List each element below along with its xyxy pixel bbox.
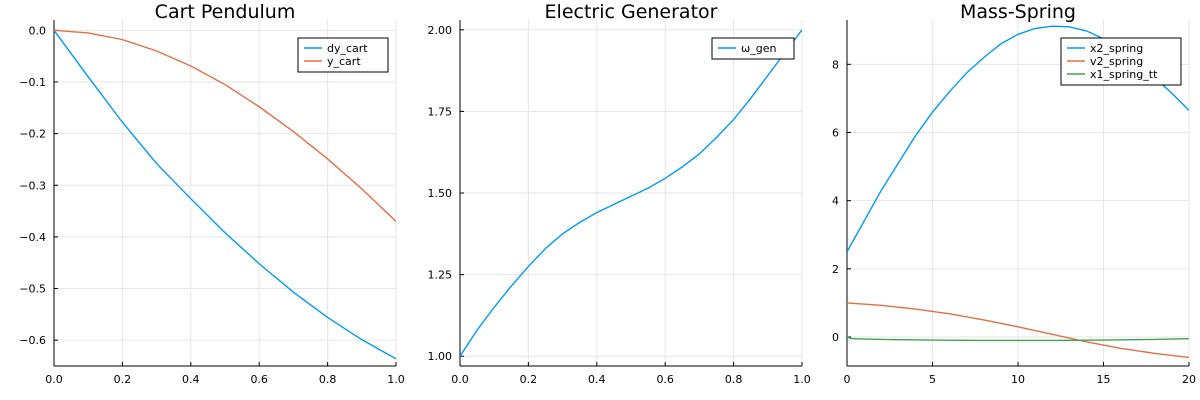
- y-tick-label: −0.3: [19, 179, 46, 192]
- x-tick-label: 0: [844, 373, 851, 386]
- chart-panel-3: 0 5 10 15 20 0 2 4 6 8 Mass-Spring x2_springv2_spri…: [832, 1, 1196, 386]
- series-line-dy_cart: [54, 29, 396, 360]
- legend-label: y_cart: [327, 55, 361, 68]
- x-tick-label: 0.4: [182, 373, 200, 386]
- y-tick-label: 1.25: [428, 269, 453, 282]
- chart-panel-1: 0.0 0.2 0.4 0.6 0.8 1.0 0.0 −0.1 −0.2 −0.3 −0.4 −0.…: [19, 1, 404, 386]
- y-tick-label: 0: [832, 331, 839, 344]
- chart-panel-2: 0.0 0.2 0.4 0.6 0.8 1.0 1.00 1.25 1.50 1.75 2.00 El…: [428, 1, 811, 386]
- x-tick-label: 0.0: [45, 373, 63, 386]
- y-tick-label: 1.00: [428, 350, 453, 363]
- x-tick-label: 0.8: [319, 373, 337, 386]
- y-tick-label: −0.6: [19, 334, 46, 347]
- chart-title: Mass-Spring: [960, 1, 1076, 23]
- y-tick-label: 2: [832, 263, 839, 276]
- series-line-v2_spring: [847, 302, 1189, 359]
- legend-box: [297, 37, 389, 73]
- legend-box: [711, 37, 795, 60]
- legend-label: v2_spring: [1090, 55, 1143, 68]
- y-tick-label: −0.1: [19, 76, 46, 89]
- chart-title: Cart Pendulum: [155, 1, 296, 23]
- legend-label: x2_spring: [1090, 42, 1143, 55]
- x-tick-label: 0.6: [250, 373, 268, 386]
- x-tick-label: 0.6: [656, 373, 674, 386]
- series-line-y_cart: [54, 29, 396, 222]
- y-tick-label: −0.4: [19, 231, 46, 244]
- chart-title: Electric Generator: [545, 1, 718, 23]
- series-line-x1_spring_tt: [847, 336, 1189, 342]
- x-tick-label: 0.8: [725, 373, 743, 386]
- x-tick-label: 0.2: [520, 373, 538, 386]
- legend-label: x1_spring_tt: [1090, 68, 1158, 81]
- legend-label: dy_cart: [327, 42, 368, 55]
- y-tick-label: 4: [832, 195, 839, 208]
- x-tick-label: 15: [1097, 373, 1111, 386]
- x-tick-label: 10: [1011, 373, 1025, 386]
- y-tick-label: 8: [832, 58, 839, 71]
- legend-label: ω_gen: [741, 42, 776, 55]
- y-tick-label: 1.50: [428, 187, 453, 200]
- x-tick-label: 20: [1182, 373, 1196, 386]
- y-tick-label: −0.5: [19, 283, 46, 296]
- y-tick-label: −0.2: [19, 128, 46, 141]
- y-tick-label: 1.75: [428, 105, 453, 118]
- x-tick-label: 0.0: [451, 373, 469, 386]
- x-tick-label: 5: [929, 373, 936, 386]
- x-tick-label: 0.2: [114, 373, 132, 386]
- y-tick-label: 0.0: [29, 24, 47, 37]
- y-tick-label: 2.00: [428, 24, 453, 37]
- series-line-ω_gen: [460, 29, 802, 357]
- y-tick-label: 6: [832, 126, 839, 139]
- x-tick-label: 1.0: [793, 373, 811, 386]
- legend: ω_gen: [711, 37, 795, 60]
- x-tick-label: 0.4: [588, 373, 606, 386]
- x-tick-label: 1.0: [387, 373, 405, 386]
